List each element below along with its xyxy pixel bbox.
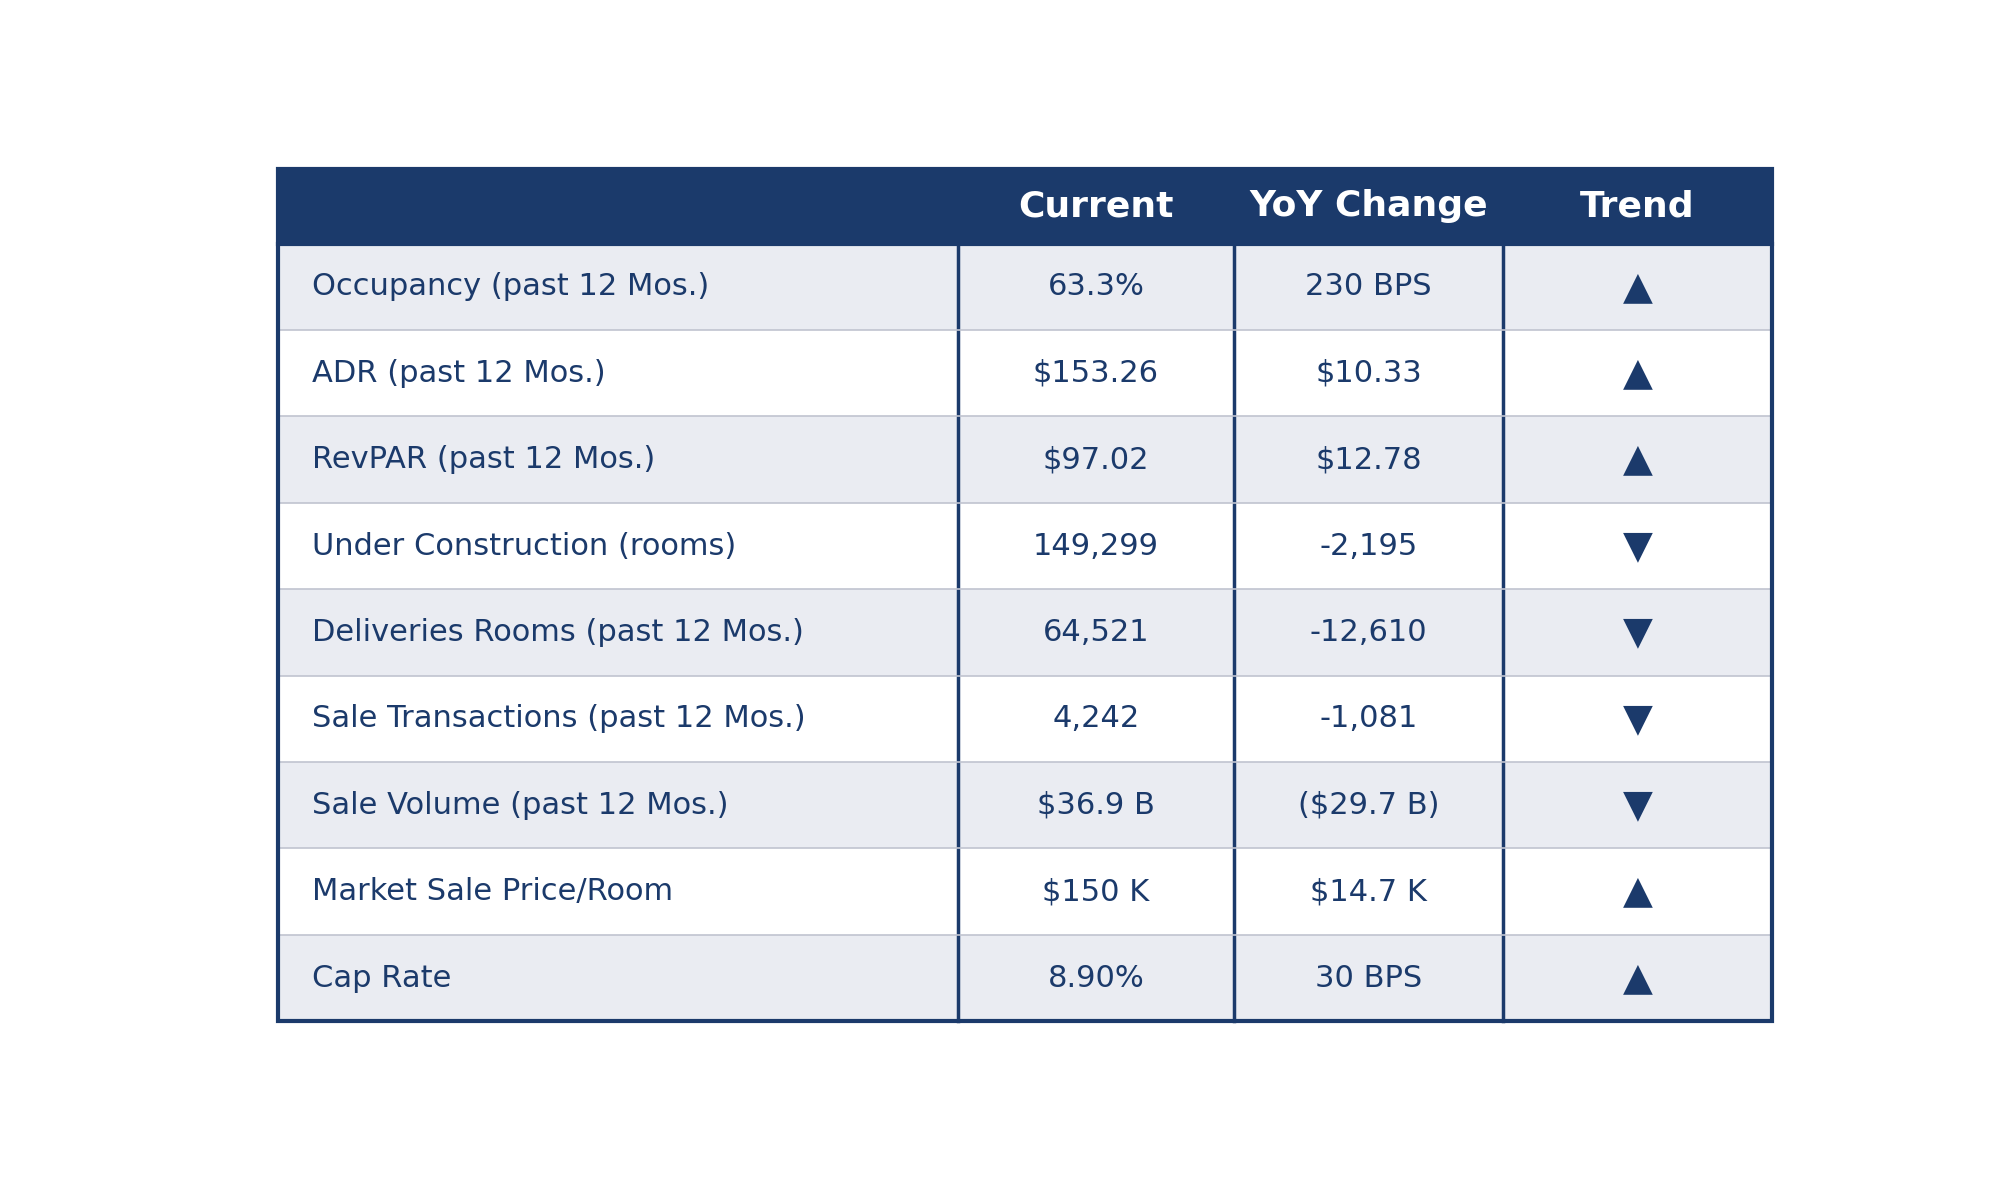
Bar	[278, 589, 1772, 676]
Text: Trend: Trend	[1580, 190, 1694, 223]
Text: 64,521: 64,521	[1042, 618, 1150, 647]
Text: ▲: ▲	[1622, 959, 1652, 997]
Text: -12,610: -12,610	[1310, 618, 1428, 647]
Bar	[278, 676, 1772, 762]
Text: $12.78: $12.78	[1316, 445, 1422, 474]
Bar	[278, 503, 1772, 589]
Text: Sale Volume (past 12 Mos.): Sale Volume (past 12 Mos.)	[312, 790, 728, 820]
Text: YoY Change: YoY Change	[1250, 190, 1488, 223]
Text: ▲: ▲	[1622, 267, 1652, 306]
Text: 8.90%: 8.90%	[1048, 964, 1144, 993]
Text: Sale Transactions (past 12 Mos.): Sale Transactions (past 12 Mos.)	[312, 704, 806, 734]
Bar	[278, 762, 1772, 848]
Text: Occupancy (past 12 Mos.): Occupancy (past 12 Mos.)	[312, 272, 710, 302]
Text: RevPAR (past 12 Mos.): RevPAR (past 12 Mos.)	[312, 445, 656, 474]
Text: Cap Rate: Cap Rate	[312, 964, 452, 993]
Text: Deliveries Rooms (past 12 Mos.): Deliveries Rooms (past 12 Mos.)	[312, 618, 804, 647]
Bar	[278, 330, 1772, 416]
Text: Market Sale Price/Room: Market Sale Price/Room	[312, 878, 674, 906]
Text: ($29.7 B): ($29.7 B)	[1298, 790, 1440, 820]
Bar	[278, 416, 1772, 503]
Text: $10.33: $10.33	[1316, 359, 1422, 388]
Bar	[278, 935, 1772, 1021]
Text: ▼: ▼	[1622, 614, 1652, 651]
Text: Current: Current	[1018, 190, 1174, 223]
Text: -1,081: -1,081	[1320, 704, 1418, 734]
Text: $36.9 B: $36.9 B	[1038, 790, 1154, 820]
Text: Under Construction (rooms): Under Construction (rooms)	[312, 531, 736, 561]
Text: 149,299: 149,299	[1032, 531, 1158, 561]
Text: ▲: ▲	[1622, 441, 1652, 478]
Text: ▼: ▼	[1622, 700, 1652, 737]
Text: ▼: ▼	[1622, 527, 1652, 565]
Text: $153.26: $153.26	[1032, 359, 1158, 388]
Bar	[278, 848, 1772, 935]
Text: ▲: ▲	[1622, 355, 1652, 392]
Text: ▼: ▼	[1622, 786, 1652, 825]
Text: 63.3%: 63.3%	[1048, 272, 1144, 302]
Text: 230 BPS: 230 BPS	[1306, 272, 1432, 302]
Text: ▲: ▲	[1622, 873, 1652, 911]
Bar	[278, 244, 1772, 330]
Text: 4,242: 4,242	[1052, 704, 1140, 734]
Text: 30 BPS: 30 BPS	[1316, 964, 1422, 993]
Text: $14.7 K: $14.7 K	[1310, 878, 1428, 906]
Text: -2,195: -2,195	[1320, 531, 1418, 561]
Text: $97.02: $97.02	[1042, 445, 1150, 474]
Text: $150 K: $150 K	[1042, 878, 1150, 906]
Bar	[278, 168, 1772, 244]
Text: ADR (past 12 Mos.): ADR (past 12 Mos.)	[312, 359, 606, 388]
